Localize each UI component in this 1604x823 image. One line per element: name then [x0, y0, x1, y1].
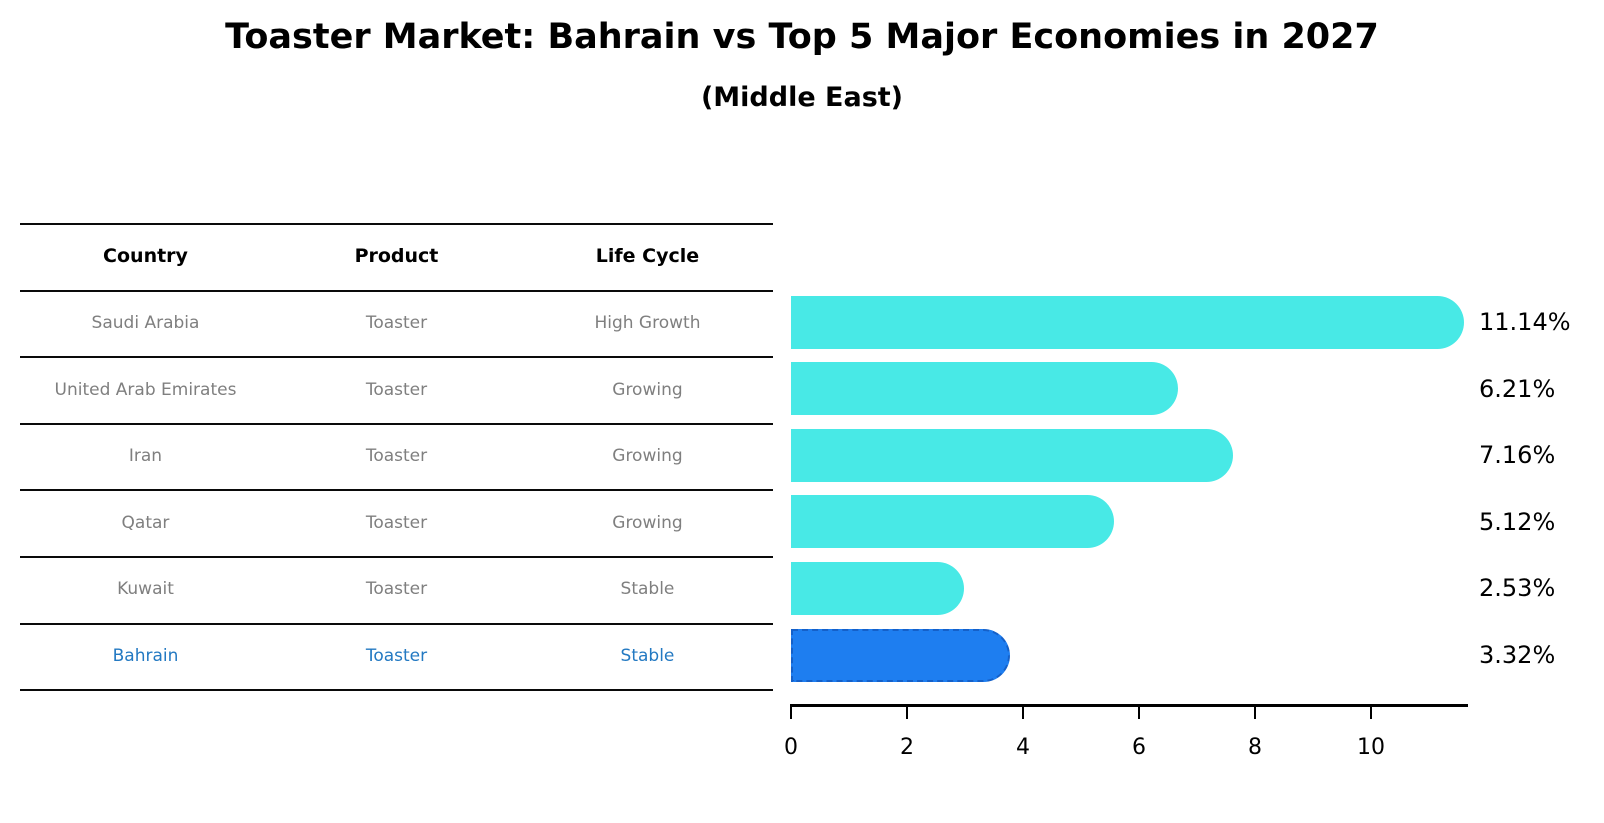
- x-axis-tick-label: 6: [1132, 735, 1146, 760]
- table-separator-line: [20, 623, 773, 625]
- table-separator-line: [20, 489, 773, 491]
- table-cell-0: Iran: [128, 446, 163, 467]
- table-row: Qatar Toaster Growing: [20, 513, 773, 533]
- table-cell-0: Saudi Arabia: [91, 312, 200, 333]
- bar-value-label: 5.12%: [1479, 507, 1556, 536]
- table-cell-1: Toaster: [365, 446, 428, 467]
- table-separator-line: [20, 223, 773, 225]
- chart-title: Toaster Market: Bahrain vs Top 5 Major E…: [225, 17, 1379, 57]
- table-row: Bahrain Toaster Stable: [20, 646, 773, 666]
- chart-subtitle: (Middle East): [700, 82, 904, 113]
- table-cell-2: High Growth: [594, 312, 701, 333]
- bar-value-label: 11.14%: [1479, 308, 1571, 336]
- bar-kuwait: [791, 561, 965, 615]
- bar-highlight-bahrain: [791, 628, 1011, 682]
- table-separator-line: [20, 356, 773, 358]
- table-header-cell-1: Product: [354, 245, 439, 268]
- x-axis-tick: [1021, 706, 1025, 719]
- x-axis-tick: [1137, 706, 1141, 719]
- bar-iran: [791, 428, 1233, 482]
- bar-value-label: 2.53%: [1479, 574, 1556, 603]
- x-axis-tick-label: 8: [1248, 735, 1262, 760]
- x-axis-tick: [905, 706, 909, 719]
- x-axis-tick-label: 2: [900, 735, 914, 760]
- table-cell-0: United Arab Emirates: [54, 379, 237, 400]
- bar-saudi-arabia: [791, 295, 1464, 349]
- table-cell-1: Toaster: [365, 379, 428, 400]
- table-cell-1: Toaster: [365, 512, 428, 533]
- table-cell-0: Bahrain: [112, 645, 179, 666]
- bar-value-label: 3.32%: [1479, 641, 1556, 669]
- x-axis-tick-label: 10: [1357, 735, 1385, 760]
- x-axis-line: [790, 704, 1468, 707]
- table-row: Saudi Arabia Toaster High Growth: [20, 313, 773, 333]
- table-cell-1: Toaster: [365, 312, 428, 333]
- table-header-cell-2: Life Cycle: [595, 245, 700, 268]
- x-axis-tick-label: 0: [784, 735, 798, 760]
- x-axis-tick: [1369, 706, 1373, 719]
- table-separator-line: [20, 290, 773, 292]
- table-cell-2: Growing: [612, 446, 683, 467]
- table-cell-2: Stable: [620, 579, 675, 600]
- table-separator-line: [20, 556, 773, 558]
- table-header-row: Country Product Life Cycle: [20, 245, 773, 267]
- table-cell-0: Kuwait: [117, 579, 174, 600]
- table-row: Kuwait Toaster Stable: [20, 579, 773, 599]
- x-axis-tick: [789, 706, 793, 719]
- bar-united-arab-emirates: [791, 362, 1178, 416]
- table-row: Iran Toaster Growing: [20, 446, 773, 466]
- table-header-cell-0: Country: [103, 245, 188, 268]
- table-cell-2: Growing: [612, 379, 683, 400]
- table-cell-0: Qatar: [121, 512, 170, 533]
- table-cell-2: Growing: [612, 512, 683, 533]
- table-separator-line: [20, 423, 773, 425]
- table-cell-2: Stable: [620, 645, 675, 666]
- bar-value-label: 6.21%: [1479, 374, 1556, 403]
- x-axis-tick: [1253, 706, 1257, 719]
- table-cell-1: Toaster: [365, 645, 428, 666]
- bar-qatar: [791, 495, 1115, 549]
- table-row: United Arab Emirates Toaster Growing: [20, 380, 773, 400]
- table-separator-line: [20, 689, 773, 691]
- bar-value-label: 7.16%: [1479, 441, 1556, 470]
- x-axis-tick-label: 4: [1016, 735, 1030, 760]
- table-cell-1: Toaster: [365, 579, 428, 600]
- data-table: Country Product Life Cycle Saudi Arabia Toas…: [20, 223, 773, 691]
